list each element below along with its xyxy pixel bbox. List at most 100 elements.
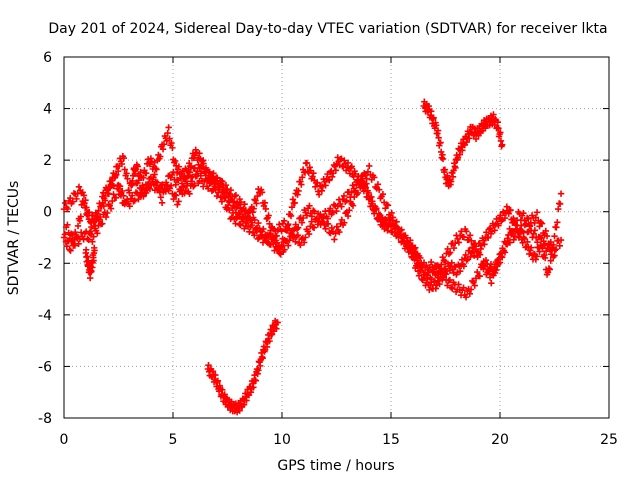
data-point <box>507 229 515 236</box>
data-point <box>486 224 494 232</box>
data-point <box>135 177 142 184</box>
data-point <box>439 253 446 261</box>
data-point <box>252 377 260 384</box>
data-point <box>384 227 391 234</box>
data-point <box>186 169 194 176</box>
data-point <box>186 190 193 197</box>
data-point <box>80 192 88 199</box>
data-point <box>341 157 348 164</box>
data-point <box>347 194 354 201</box>
data-point <box>190 183 197 190</box>
data-point <box>500 247 507 254</box>
data-point <box>208 187 216 195</box>
data-point <box>348 189 355 196</box>
data-point <box>140 174 147 182</box>
series-track-d <box>420 98 506 190</box>
y-tick-label: -2 <box>38 256 52 272</box>
data-point <box>151 171 158 178</box>
data-point <box>435 134 442 142</box>
data-point <box>302 209 309 216</box>
data-point <box>119 187 126 195</box>
data-point <box>276 250 283 257</box>
data-point <box>75 240 82 248</box>
data-point <box>297 241 304 249</box>
series-track-e <box>204 317 281 416</box>
data-point <box>281 246 288 253</box>
data-point <box>333 223 341 230</box>
data-point <box>415 272 423 279</box>
data-point <box>507 207 514 214</box>
data-point <box>368 193 375 201</box>
data-point <box>497 212 504 219</box>
data-point <box>462 251 469 259</box>
data-point <box>531 227 539 234</box>
data-point <box>101 197 109 204</box>
data-point <box>291 199 298 207</box>
data-point <box>460 284 467 291</box>
data-point <box>227 186 235 194</box>
data-point <box>322 225 329 233</box>
data-point <box>91 247 98 254</box>
data-point <box>230 198 237 205</box>
data-point <box>298 235 305 243</box>
data-point <box>363 180 370 187</box>
data-point <box>67 194 74 202</box>
data-point <box>434 127 442 134</box>
data-point <box>82 196 89 204</box>
data-point <box>294 224 302 231</box>
data-point <box>494 119 502 126</box>
data-point <box>350 185 358 192</box>
data-point <box>214 377 222 384</box>
data-point <box>72 234 80 241</box>
data-point <box>172 192 180 199</box>
data-point <box>305 230 313 238</box>
data-point <box>551 232 558 240</box>
data-point <box>243 397 250 404</box>
data-point <box>449 285 456 292</box>
data-point <box>252 197 259 204</box>
data-point <box>158 199 166 207</box>
data-point <box>309 207 317 214</box>
data-point <box>487 260 495 268</box>
data-point <box>370 174 378 181</box>
data-point <box>132 189 140 196</box>
data-point <box>484 234 492 241</box>
data-point <box>274 319 281 326</box>
data-point <box>163 183 171 190</box>
data-point <box>175 163 183 170</box>
data-point <box>430 268 437 275</box>
data-point <box>477 245 484 253</box>
data-point <box>448 259 455 267</box>
data-point <box>504 235 511 242</box>
data-point <box>96 216 104 224</box>
data-point <box>169 144 176 152</box>
data-point <box>532 256 540 263</box>
data-point <box>229 209 237 217</box>
data-point <box>399 233 406 240</box>
data-point <box>410 247 417 255</box>
data-point <box>510 236 517 243</box>
data-point <box>69 231 76 238</box>
data-point <box>455 239 463 246</box>
data-point <box>216 186 223 194</box>
data-point <box>223 185 231 193</box>
data-point <box>467 286 475 293</box>
data-point <box>490 272 497 279</box>
data-point <box>104 209 111 217</box>
data-point <box>297 178 304 185</box>
data-point <box>331 236 338 243</box>
data-point <box>114 167 122 175</box>
data-point <box>264 239 272 247</box>
data-point <box>373 205 380 212</box>
data-point <box>153 166 160 173</box>
data-point <box>495 222 502 229</box>
data-point <box>330 201 338 208</box>
data-point <box>471 282 478 289</box>
data-point <box>476 251 484 258</box>
data-point <box>327 205 334 212</box>
data-point <box>224 201 232 209</box>
data-point <box>171 157 179 165</box>
data-point <box>246 228 253 235</box>
data-point <box>460 233 468 241</box>
data-point <box>233 214 241 222</box>
